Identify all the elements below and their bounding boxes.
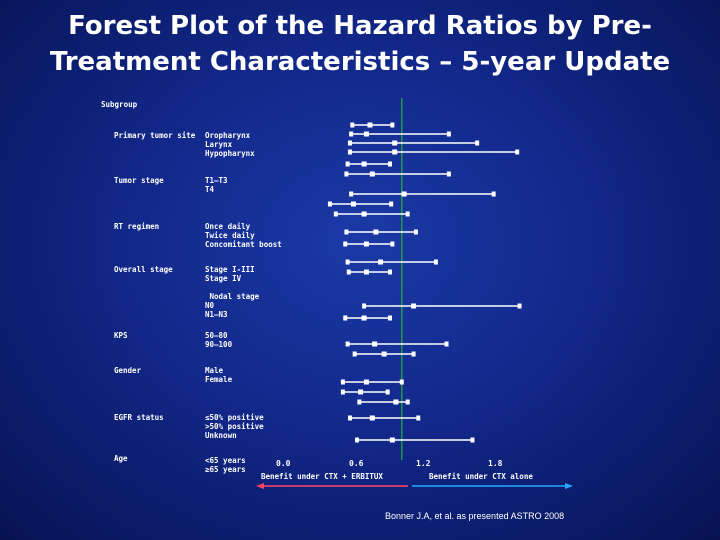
ci-lower-cap: [340, 379, 345, 385]
point-estimate: [372, 341, 378, 347]
ci-upper-cap: [416, 415, 421, 421]
group-levels-overall-stage: Stage I-III Stage IV: [205, 265, 255, 283]
ci-upper-cap: [446, 131, 451, 137]
group-name-gender: Gender: [114, 366, 142, 375]
ci-lower-cap: [347, 140, 352, 146]
ci-lower-cap: [345, 341, 350, 347]
ci-upper-cap: [388, 269, 392, 275]
ci-upper-cap: [475, 140, 480, 146]
ci-lower-cap: [350, 122, 355, 128]
subgroup-header: Subgroup: [101, 100, 138, 109]
point-estimate: [373, 229, 379, 235]
ci-upper-cap: [385, 389, 390, 395]
citation: Bonner J.A, et al. as presented ASTRO 20…: [385, 511, 565, 521]
point-estimate: [363, 269, 369, 275]
group-levels-nodal-stage: Nodal stage N0 N1–N3: [205, 292, 260, 319]
x-tick-label: 0.0: [276, 459, 291, 468]
right-benefit-caption: Benefit under CTX alone: [429, 472, 533, 481]
ci-lower-cap: [343, 241, 348, 247]
ci-lower-cap: [357, 399, 362, 405]
ci-lower-cap: [347, 149, 352, 155]
group-name-tumor-site: Primary tumor site: [114, 131, 196, 140]
group-name-tumor-stage: Tumor stage: [114, 176, 164, 185]
group-levels-tumor-stage: T1–T3 T4: [205, 176, 228, 194]
group-name-overall-stage: Overall stage: [114, 265, 173, 274]
title-line-1: Forest Plot of the Hazard Ratios by Pre-: [68, 11, 652, 41]
ci-lower-cap: [352, 351, 357, 357]
ci-lower-cap: [362, 303, 367, 309]
point-estimate: [361, 211, 367, 217]
point-estimate: [363, 241, 369, 247]
ci-upper-cap: [491, 191, 496, 197]
ci-upper-cap: [405, 211, 410, 217]
point-estimate: [392, 149, 398, 155]
point-estimate: [363, 379, 369, 385]
ci-upper-cap: [433, 259, 438, 265]
point-estimate: [389, 437, 395, 443]
ci-upper-cap: [413, 229, 418, 235]
left-benefit-caption: Benefit under CTX + ERBITUX: [261, 472, 383, 481]
ci-upper-cap: [515, 149, 520, 155]
ci-lower-cap: [333, 211, 338, 217]
ci-lower-cap: [349, 191, 354, 197]
point-estimate: [363, 131, 369, 137]
x-tick-label: 0.6: [349, 459, 364, 468]
ci-upper-cap: [388, 161, 392, 167]
group-name-age: Age: [114, 454, 128, 463]
ci-upper-cap: [517, 303, 522, 309]
group-levels-age: <65 years ≥65 years: [205, 456, 246, 474]
group-levels-kps: 50–80 90–100: [205, 331, 233, 349]
point-estimate: [358, 389, 364, 395]
point-estimate: [411, 303, 417, 309]
ci-lower-cap: [355, 437, 360, 443]
x-tick-label: 1.8: [488, 459, 503, 468]
ci-lower-cap: [349, 131, 354, 137]
ci-lower-cap: [345, 259, 350, 265]
ci-lower-cap: [346, 269, 351, 275]
ci-lower-cap: [340, 389, 345, 395]
ci-lower-cap: [327, 201, 332, 207]
x-tick-label: 1.2: [416, 459, 431, 468]
ci-upper-cap: [389, 201, 394, 207]
ci-lower-cap: [344, 229, 349, 235]
ci-upper-cap: [390, 241, 395, 247]
ci-upper-cap: [444, 341, 449, 347]
group-levels-gender: Male Female: [205, 366, 233, 384]
group-levels-tumor-site: Oropharynx Larynx Hypopharynx: [205, 131, 255, 158]
point-estimate: [393, 399, 399, 405]
group-name-kps: KPS: [114, 331, 128, 340]
right-arrow-head: [565, 483, 573, 489]
ci-upper-cap: [470, 437, 475, 443]
ci-lower-cap: [344, 171, 349, 177]
point-estimate: [367, 122, 373, 128]
point-estimate: [361, 161, 367, 167]
point-estimate: [401, 191, 407, 197]
ci-lower-cap: [343, 315, 348, 321]
point-estimate: [361, 315, 367, 321]
page-title: Forest Plot of the Hazard Ratios by Pre-…: [0, 8, 720, 80]
point-estimate: [369, 415, 375, 421]
ci-upper-cap: [399, 379, 404, 385]
left-arrow-head: [256, 483, 264, 489]
ci-lower-cap: [347, 415, 352, 421]
group-levels-rt-regimen: Once daily Twice daily Concomitant boost: [205, 222, 282, 249]
ci-upper-cap: [390, 122, 395, 128]
group-name-rt-regimen: RT regimen: [114, 222, 160, 231]
point-estimate: [381, 351, 387, 357]
title-line-2: Treatment Characteristics – 5-year Updat…: [49, 47, 671, 77]
ci-lower-cap: [345, 161, 350, 167]
group-levels-egfr: ≤50% positive >50% positive Unknown: [205, 413, 264, 440]
group-name-egfr: EGFR status: [114, 413, 164, 422]
ci-upper-cap: [405, 399, 410, 405]
point-estimate: [392, 140, 398, 146]
ci-upper-cap: [446, 171, 451, 177]
ci-upper-cap: [411, 351, 416, 357]
point-estimate: [350, 201, 356, 207]
point-estimate: [378, 259, 384, 265]
ci-upper-cap: [388, 315, 392, 321]
point-estimate: [369, 171, 375, 177]
